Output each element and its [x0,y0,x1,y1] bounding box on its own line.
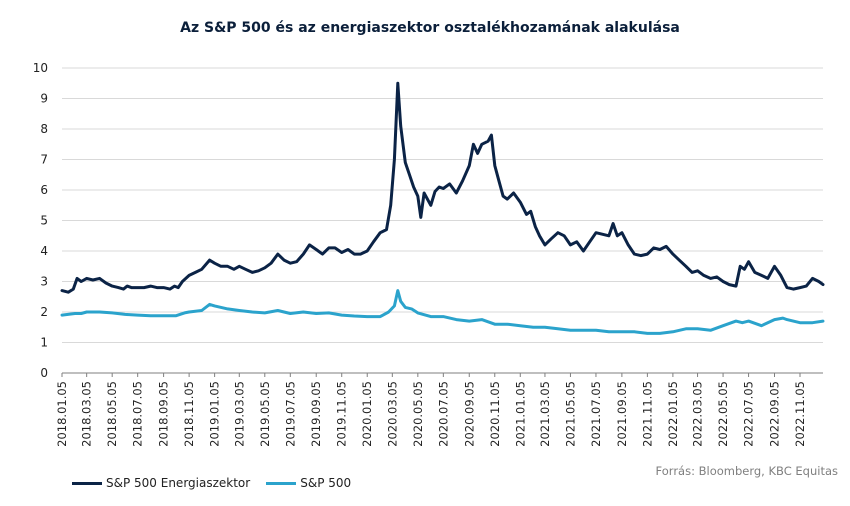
x-tick-label: 2020.09.05 [462,381,476,447]
x-tick-label: 2021.07.05 [589,381,603,447]
legend-label-sp500: S&P 500 [300,476,352,490]
y-tick-label: 2 [40,305,48,319]
chart-title: Az S&P 500 és az energiaszektor osztalék… [180,20,680,36]
source-note: Forrás: Bloomberg, KBC Equitas [655,464,838,478]
series-line-sp500 [60,289,825,335]
x-tick-label: 2022.07.05 [742,381,756,447]
y-tick-label: 8 [40,122,48,136]
gridlines [62,67,823,374]
y-tick-label: 3 [40,275,48,289]
x-axis: 2018.01.05 2018.03.05 2018.05.05 2018.07.05… [55,373,807,447]
legend-label-energy: S&P 500 Energiaszektor [106,476,251,490]
x-tick-label: 2018.09.05 [157,381,171,447]
x-tick-label: 2018.11.05 [182,381,196,447]
x-tick-label: 2019.11.05 [335,381,349,447]
y-tick-label: 5 [40,214,48,228]
x-tick-label: 2019.03.05 [232,381,246,447]
x-tick-label: 2021.03.05 [538,381,552,447]
x-tick-label: 2020.05.05 [411,381,425,447]
y-tick-label: 4 [40,244,48,258]
x-tick-label: 2019.01.05 [208,381,222,447]
x-tick-label: 2022.11.05 [793,381,807,447]
y-tick-label: 0 [40,366,48,380]
x-tick-label: 2022.05.05 [716,381,730,447]
y-tick-label: 6 [40,183,48,197]
y-tick-label: 7 [40,153,48,167]
x-tick-label: 2022.09.05 [767,381,781,447]
y-tick-label: 1 [40,336,48,350]
legend: S&P 500 Energiaszektor S&P 500 [72,474,367,492]
x-tick-label: 2022.01.05 [666,381,680,447]
x-tick-label: 2021.11.05 [640,381,654,447]
x-tick-label: 2021.09.05 [615,381,629,447]
x-tick-label: 2018.03.05 [80,381,94,447]
x-tick-label: 2020.07.05 [436,381,450,447]
x-tick-label: 2021.01.05 [513,381,527,447]
x-tick-label: 2018.07.05 [131,381,145,447]
x-tick-label: 2020.01.05 [360,381,374,447]
series-lines [60,81,825,335]
x-tick-label: 2020.03.05 [385,381,399,447]
x-tick-label: 2018.05.05 [105,381,119,447]
x-tick-label: 2018.01.05 [55,381,69,447]
legend-swatch-sp500 [266,481,297,485]
y-tick-label: 9 [40,92,48,106]
y-axis: 0 1 2 3 4 5 6 7 8 9 10 [33,61,48,380]
legend-swatch-energy [72,481,102,485]
x-tick-label: 2022.03.05 [691,381,705,447]
y-tick-label: 10 [33,61,48,75]
x-tick-label: 2019.05.05 [258,381,272,447]
legend-item-energy: S&P 500 Energiaszektor [72,476,250,490]
x-tick-label: 2019.09.05 [309,381,323,447]
x-tick-label: 2019.07.05 [283,381,297,447]
x-tick-label: 2021.05.05 [563,381,577,447]
x-tick-label: 2020.11.05 [488,381,502,447]
legend-item-sp500: S&P 500 [266,476,351,490]
series-line-energy [60,81,825,294]
